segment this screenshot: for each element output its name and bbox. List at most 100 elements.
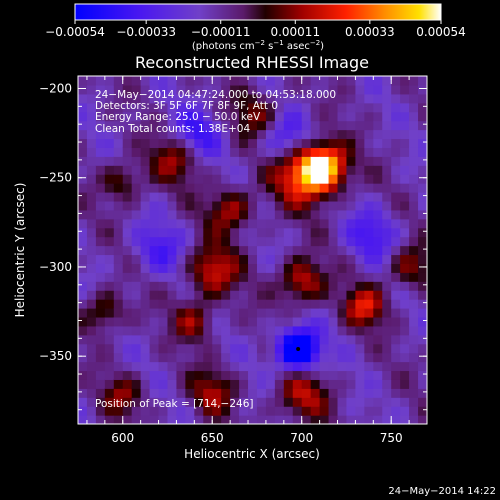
heatmap-cell	[355, 406, 365, 416]
heatmap-cell	[113, 183, 124, 193]
heatmap-cell	[230, 111, 240, 122]
heatmap-cell	[131, 165, 142, 175]
heatmap-cell	[113, 325, 124, 336]
heatmap-cell	[409, 138, 419, 148]
heatmap-cell	[167, 111, 178, 122]
heatmap-cell	[346, 272, 357, 282]
heatmap-cell	[194, 281, 204, 291]
heatmap-cell	[319, 272, 330, 282]
heatmap-cell	[418, 299, 427, 309]
heatmap-cell	[391, 165, 401, 175]
heatmap-cell	[212, 263, 222, 273]
heatmap-cell	[328, 361, 339, 372]
heatmap-cell	[149, 76, 160, 86]
heatmap-cell	[140, 263, 151, 273]
heatmap-cell	[319, 120, 330, 131]
heatmap-cell	[301, 245, 312, 256]
heatmap-cell	[140, 174, 151, 184]
heatmap-cell	[176, 334, 186, 345]
heatmap-cell	[185, 397, 195, 407]
heatmap-cell	[256, 102, 267, 113]
heatmap-cell	[167, 129, 178, 140]
heatmap-cell	[391, 147, 401, 157]
heatmap-cell	[346, 174, 357, 184]
heatmap-cell	[409, 290, 419, 300]
heatmap-cell	[418, 388, 427, 398]
heatmap-cell	[140, 370, 151, 380]
heatmap-cell	[418, 245, 427, 256]
heatmap-cell	[203, 138, 213, 148]
heatmap-cell	[78, 290, 88, 300]
heatmap-cell	[382, 415, 392, 424]
heatmap-cell	[418, 343, 427, 354]
heatmap-cell	[310, 93, 321, 104]
heatmap-cell	[292, 254, 303, 264]
heatmap-cell	[310, 138, 321, 148]
heatmap-cell	[346, 281, 357, 291]
heatmap-cell	[337, 218, 348, 229]
heatmap-cell	[221, 120, 231, 131]
colorbar-tick-label: 0.00011	[270, 25, 320, 39]
heatmap-cell	[78, 102, 88, 113]
heatmap-cell	[131, 272, 142, 282]
heatmap-cell	[131, 325, 142, 336]
heatmap-cell	[176, 183, 186, 193]
heatmap-cell	[176, 397, 186, 407]
heatmap-cell	[203, 183, 213, 193]
heatmap-cell	[265, 192, 276, 202]
heatmap-cell	[78, 147, 88, 157]
heatmap-cell	[230, 299, 240, 309]
heatmap-cell	[176, 84, 186, 95]
heatmap-cell	[310, 245, 321, 256]
heatmap-cell	[355, 102, 365, 113]
heatmap-cell	[382, 352, 392, 363]
heatmap-cell	[310, 120, 321, 131]
heatmap-cell	[167, 290, 178, 300]
heatmap-cell	[256, 379, 267, 389]
heatmap-cell	[131, 415, 142, 424]
heatmap-cell	[194, 218, 204, 229]
heatmap-cell	[95, 129, 106, 140]
heatmap-cell	[95, 415, 106, 424]
heatmap-cell	[364, 406, 374, 416]
heatmap-cell	[382, 192, 392, 202]
heatmap-cell	[194, 138, 204, 148]
heatmap-cell	[301, 111, 312, 122]
heatmap-cell	[203, 299, 213, 309]
heatmap-cell	[373, 406, 383, 416]
heatmap-cell	[78, 263, 88, 273]
heatmap-cell	[104, 308, 115, 318]
heatmap-cell	[203, 84, 213, 95]
heatmap-cell	[283, 397, 294, 407]
heatmap-cell	[95, 209, 106, 220]
heatmap-cell	[355, 209, 365, 220]
heatmap-cell	[221, 352, 231, 363]
heatmap-cell	[265, 388, 276, 398]
heatmap-cell	[104, 272, 115, 282]
heatmap-cell	[113, 147, 124, 157]
heatmap-cell	[140, 93, 151, 104]
heatmap-cell	[95, 76, 106, 86]
heatmap-cell	[418, 406, 427, 416]
heatmap-cell	[86, 236, 97, 247]
heatmap-cell	[167, 334, 178, 345]
heatmap-cell	[274, 192, 285, 202]
heatmap-cell	[185, 281, 195, 291]
heatmap-cell	[382, 406, 392, 416]
heatmap-cell	[194, 415, 204, 424]
heatmap-cell	[95, 218, 106, 229]
heatmap-cell	[328, 325, 339, 336]
heatmap-cell	[337, 299, 348, 309]
heatmap-cell	[355, 272, 365, 282]
heatmap-cell	[391, 316, 401, 327]
heatmap-cell	[382, 388, 392, 398]
heatmap-cell	[355, 308, 365, 318]
heatmap-cell	[283, 388, 294, 398]
heatmap-cell	[194, 343, 204, 354]
heatmap-cell	[328, 299, 339, 309]
heatmap-cell	[239, 200, 249, 211]
heatmap-cell	[167, 352, 178, 363]
heatmap-cell	[328, 334, 339, 345]
heatmap-cell	[355, 174, 365, 184]
heatmap-cell	[382, 281, 392, 291]
